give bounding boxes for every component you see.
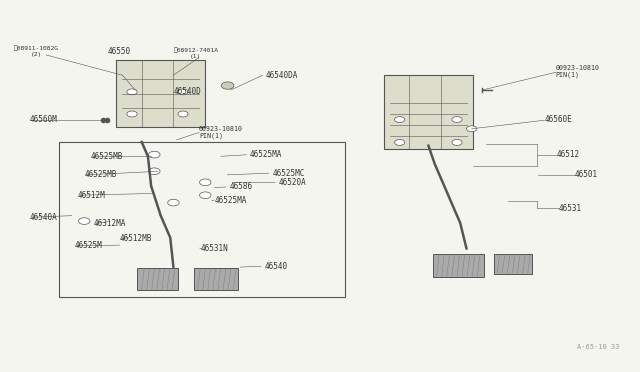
Text: 46560M: 46560M xyxy=(30,115,58,124)
Circle shape xyxy=(452,140,462,145)
Circle shape xyxy=(79,218,90,224)
FancyBboxPatch shape xyxy=(137,268,178,290)
Text: 46531: 46531 xyxy=(559,203,582,213)
Text: 46525MA: 46525MA xyxy=(215,196,247,205)
Text: 46540: 46540 xyxy=(264,262,288,270)
FancyBboxPatch shape xyxy=(116,61,205,127)
Text: 00923-10810
PIN(1): 00923-10810 PIN(1) xyxy=(556,65,600,78)
Circle shape xyxy=(452,116,462,122)
Text: 46525MC: 46525MC xyxy=(272,169,305,177)
Text: 00923-10810
PIN(1): 00923-10810 PIN(1) xyxy=(199,126,243,139)
Text: 46525MB: 46525MB xyxy=(91,152,123,161)
Text: 46540DA: 46540DA xyxy=(266,71,298,80)
Circle shape xyxy=(178,89,188,95)
Text: 46586: 46586 xyxy=(230,182,253,191)
Text: A·65·10 33: A·65·10 33 xyxy=(577,344,620,350)
Text: 46312MA: 46312MA xyxy=(94,219,126,228)
FancyBboxPatch shape xyxy=(494,254,532,273)
Circle shape xyxy=(148,168,160,174)
Text: 46540A: 46540A xyxy=(30,213,58,222)
Circle shape xyxy=(221,82,234,89)
FancyBboxPatch shape xyxy=(433,254,484,277)
Circle shape xyxy=(394,116,404,122)
Text: 46520A: 46520A xyxy=(278,178,307,187)
Circle shape xyxy=(467,126,477,132)
FancyBboxPatch shape xyxy=(384,75,473,149)
Circle shape xyxy=(394,140,404,145)
Text: 46560E: 46560E xyxy=(544,115,572,124)
Circle shape xyxy=(178,111,188,117)
Text: 46540D: 46540D xyxy=(173,87,201,96)
Text: 46550: 46550 xyxy=(108,47,131,56)
Text: 46525MA: 46525MA xyxy=(250,150,282,159)
Circle shape xyxy=(148,151,160,158)
Text: 46512: 46512 xyxy=(557,150,580,159)
Text: 46512M: 46512M xyxy=(78,191,106,200)
Circle shape xyxy=(168,199,179,206)
Text: 46531N: 46531N xyxy=(200,244,228,253)
Circle shape xyxy=(127,111,137,117)
Text: 46512MB: 46512MB xyxy=(119,234,152,243)
Text: 46525M: 46525M xyxy=(75,241,102,250)
Circle shape xyxy=(200,179,211,186)
FancyBboxPatch shape xyxy=(195,268,239,290)
Bar xyxy=(59,142,346,297)
Circle shape xyxy=(200,192,211,199)
Text: 46501: 46501 xyxy=(575,170,598,179)
Text: 46525MB: 46525MB xyxy=(84,170,116,179)
Text: Ⓣ08912-7401A
(1): Ⓣ08912-7401A (1) xyxy=(173,47,218,59)
Text: Ⓣ08911-1082G
(2): Ⓣ08911-1082G (2) xyxy=(14,45,59,57)
Circle shape xyxy=(127,89,137,95)
